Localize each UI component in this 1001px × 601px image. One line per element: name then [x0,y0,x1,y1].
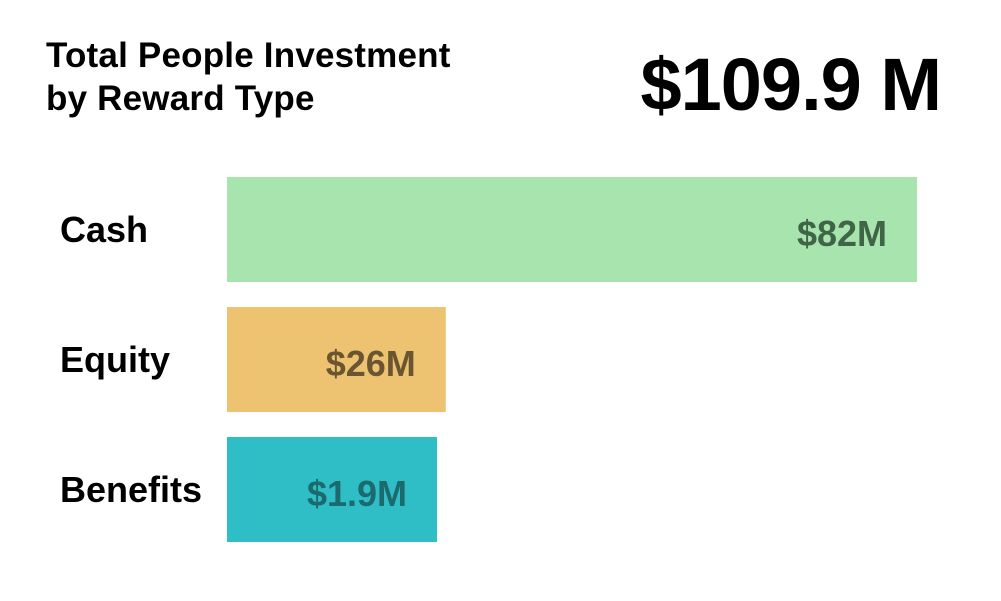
chart-title-line-2: by Reward Type [46,79,315,118]
bar-cash [227,177,917,282]
bar-equity [227,307,446,412]
category-label-equity: Equity [60,339,170,380]
category-label-cash: Cash [60,209,148,250]
chart-title: Total People Investment by Reward Type [46,34,451,120]
total-investment-value: $109.9 M [640,43,942,126]
bar-benefits [227,437,437,542]
value-label-equity: $26M [326,343,416,384]
chart-title-line-1: Total People Investment [46,36,451,75]
category-label-benefits: Benefits [60,469,202,510]
value-label-benefits: $1.9M [307,473,407,514]
value-label-cash: $82M [797,213,887,254]
